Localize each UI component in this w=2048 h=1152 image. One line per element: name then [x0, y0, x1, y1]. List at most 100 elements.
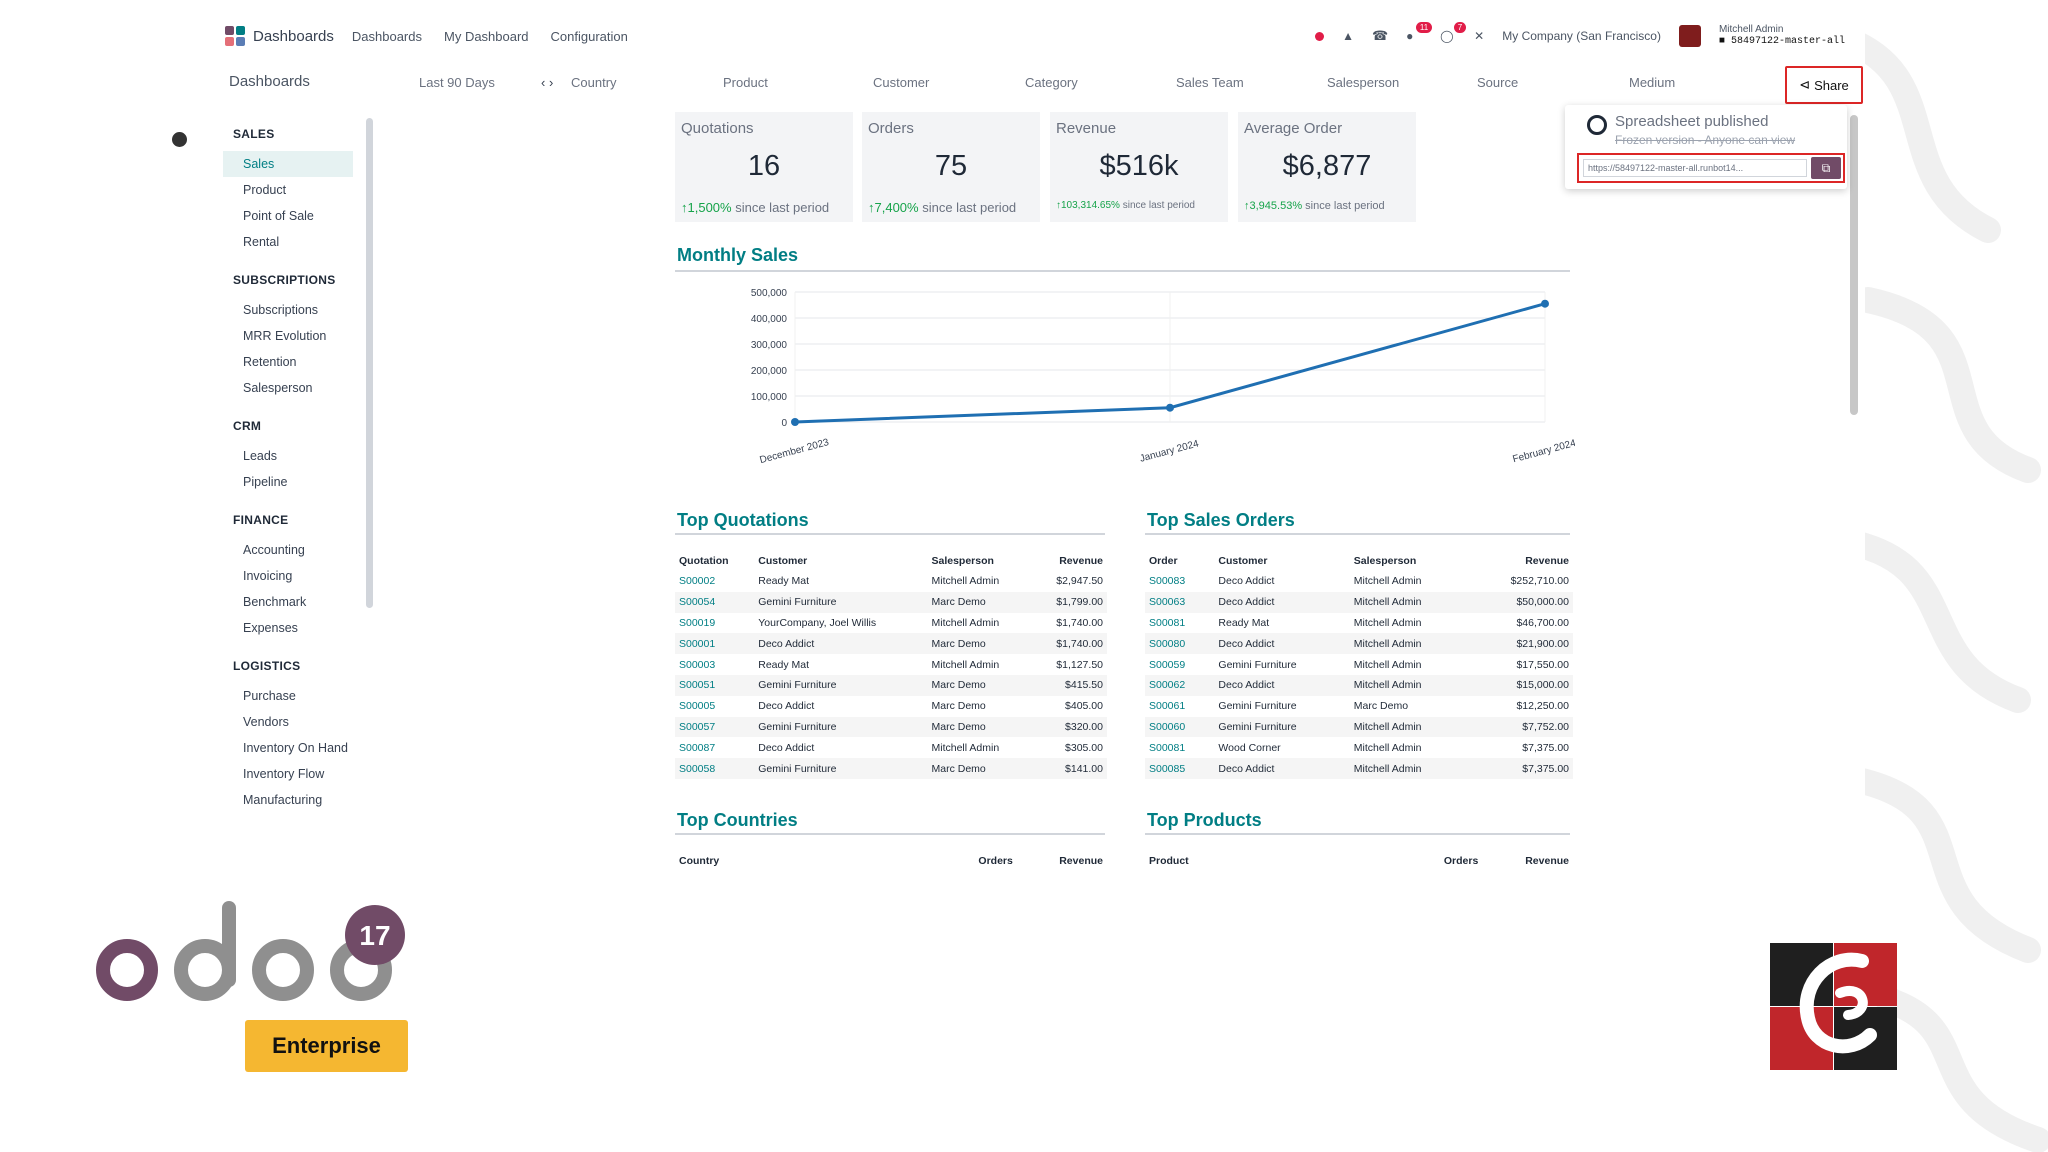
filter-country[interactable]: Country: [571, 75, 617, 90]
col-revenue[interactable]: Revenue: [1059, 855, 1103, 867]
copy-url-button[interactable]: ⧉: [1811, 157, 1841, 179]
sidebar-item-expenses[interactable]: Expenses: [243, 621, 298, 635]
menu-dashboards[interactable]: Dashboards: [351, 28, 422, 44]
lock-icon[interactable]: ▲: [1342, 29, 1354, 43]
kpi-card-revenue[interactable]: Revenue $516k ↑103,314.65% since last pe…: [1050, 112, 1228, 222]
cell-ref[interactable]: S00060: [1145, 716, 1215, 738]
company-switcher[interactable]: My Company (San Francisco): [1502, 29, 1661, 43]
col-customer[interactable]: Customer: [758, 555, 808, 567]
col-customer[interactable]: Customer: [1218, 555, 1268, 567]
sidebar-item-manufacturing[interactable]: Manufacturing: [243, 793, 323, 807]
col-quotation[interactable]: Quotation: [679, 555, 729, 567]
recording-dot-icon[interactable]: [1315, 31, 1325, 41]
share-button[interactable]: ⊲ Share: [1785, 66, 1863, 104]
filter-period-arrows-icon[interactable]: ‹ ›: [541, 75, 554, 90]
col-orders[interactable]: Orders: [978, 855, 1013, 867]
sidebar-item-salesperson[interactable]: Salesperson: [243, 381, 313, 395]
table-row[interactable]: S00057 Gemini Furniture Marc Demo $320.00: [675, 716, 1107, 738]
data-point[interactable]: [791, 418, 799, 426]
sidebar-scrollbar[interactable]: [366, 118, 373, 608]
table-row[interactable]: S00058 Gemini Furniture Marc Demo $141.00: [675, 758, 1107, 779]
table-row[interactable]: S00081 Ready Mat Mitchell Admin $46,700.00: [1145, 613, 1573, 634]
cell-ref[interactable]: S00085: [1145, 758, 1215, 779]
sidebar-item-vendors[interactable]: Vendors: [243, 715, 289, 729]
kpi-card-average-order[interactable]: Average Order $6,877 ↑3,945.53% since la…: [1238, 112, 1416, 222]
menu-my-dashboard[interactable]: My Dashboard: [444, 28, 529, 44]
cell-ref[interactable]: S00005: [679, 700, 716, 713]
app-brand[interactable]: Dashboards: [253, 27, 334, 45]
filter-category[interactable]: Category: [1025, 75, 1078, 90]
sidebar-item-product[interactable]: Product: [243, 183, 287, 197]
col-revenue[interactable]: Revenue: [1525, 555, 1569, 567]
cell-ref[interactable]: S00051: [675, 674, 755, 696]
cell-ref[interactable]: S00081: [1149, 741, 1186, 754]
sidebar-item-subscriptions[interactable]: Subscriptions: [243, 303, 319, 317]
sidebar-item-pipeline[interactable]: Pipeline: [243, 475, 288, 489]
sidebar-item-mrr-evolution[interactable]: MRR Evolution: [243, 329, 327, 343]
user-menu[interactable]: Mitchell Admin ■ 58497122-master-all: [1719, 24, 1845, 48]
discuss-icon[interactable]: ● 11: [1406, 22, 1433, 43]
user-avatar[interactable]: [1678, 25, 1701, 47]
sidebar-item-invoicing[interactable]: Invoicing: [243, 569, 293, 583]
cell-ref[interactable]: S00061: [1149, 700, 1186, 713]
apps-menu-icon[interactable]: [225, 26, 245, 46]
col-salesperson[interactable]: Salesperson: [931, 555, 994, 567]
phone-icon[interactable]: ☎: [1371, 28, 1389, 43]
activity-icon[interactable]: ◯ 7: [1440, 22, 1467, 43]
filter-product[interactable]: Product: [723, 75, 768, 90]
tools-icon[interactable]: ✕: [1474, 29, 1485, 43]
main-scrollbar[interactable]: [1850, 115, 1858, 415]
kpi-card-quotations[interactable]: Quotations 16 ↑1,500% since last period: [675, 112, 853, 222]
table-row[interactable]: S00001 Deco Addict Marc Demo $1,740.00: [675, 633, 1107, 655]
table-row[interactable]: S00005 Deco Addict Marc Demo $405.00: [675, 696, 1107, 717]
cell-ref[interactable]: S00057: [675, 716, 755, 738]
table-row[interactable]: S00087 Deco Addict Mitchell Admin $305.00: [675, 737, 1107, 758]
filter-period[interactable]: Last 90 Days: [419, 75, 495, 90]
table-row[interactable]: S00002 Ready Mat Mitchell Admin $2,947.50: [675, 571, 1107, 592]
sidebar-item-inventory-flow[interactable]: Inventory Flow: [243, 767, 325, 781]
cell-ref[interactable]: S00080: [1145, 633, 1215, 655]
col-revenue[interactable]: Revenue: [1525, 855, 1569, 867]
table-row[interactable]: S00019 YourCompany, Joel Willis Mitchell A…: [675, 613, 1107, 634]
filter-medium[interactable]: Medium: [1629, 75, 1676, 90]
col-revenue[interactable]: Revenue: [1059, 555, 1103, 567]
sidebar-item-purchase[interactable]: Purchase: [243, 689, 296, 703]
table-row[interactable]: S00081 Wood Corner Mitchell Admin $7,375.00: [1145, 737, 1573, 758]
col-order[interactable]: Order: [1149, 555, 1178, 567]
sidebar-item-inventory-on-hand[interactable]: Inventory On Hand: [243, 741, 348, 755]
table-row[interactable]: S00061 Gemini Furniture Marc Demo $12,250.0…: [1145, 696, 1573, 717]
sidebar-item-benchmark[interactable]: Benchmark: [243, 595, 307, 609]
filter-customer[interactable]: Customer: [873, 75, 930, 90]
menu-configuration[interactable]: Configuration: [550, 28, 628, 44]
table-row[interactable]: S00085 Deco Addict Mitchell Admin $7,375.00: [1145, 758, 1573, 779]
table-row[interactable]: S00080 Deco Addict Mitchell Admin $21,900.0…: [1145, 633, 1573, 655]
kpi-card-orders[interactable]: Orders 75 ↑7,400% since last period: [862, 112, 1040, 222]
cell-ref[interactable]: S00063: [1145, 591, 1215, 613]
data-point[interactable]: [1541, 299, 1549, 308]
table-row[interactable]: S00051 Gemini Furniture Marc Demo $415.50: [675, 674, 1107, 696]
sidebar-item-retention[interactable]: Retention: [243, 355, 297, 369]
cell-ref[interactable]: S00003: [679, 658, 716, 671]
cell-ref[interactable]: S00058: [675, 758, 755, 779]
col-salesperson[interactable]: Salesperson: [1353, 555, 1417, 567]
sidebar-item-point-of-sale[interactable]: Point of Sale: [243, 209, 314, 223]
sidebar-item-accounting[interactable]: Accounting: [243, 543, 305, 557]
table-row[interactable]: S00062 Deco Addict Mitchell Admin $15,000.0…: [1145, 674, 1573, 696]
filter-salesperson[interactable]: Salesperson: [1327, 75, 1400, 90]
cell-ref[interactable]: S00019: [679, 616, 716, 629]
table-row[interactable]: S00063 Deco Addict Mitchell Admin $50,000.0…: [1145, 591, 1573, 613]
table-row[interactable]: S00003 Ready Mat Mitchell Admin $1,127.50: [675, 654, 1107, 675]
cell-ref[interactable]: S00081: [1149, 616, 1186, 629]
cell-ref[interactable]: S00054: [675, 591, 755, 613]
cell-ref[interactable]: S00002: [679, 575, 716, 588]
cell-ref[interactable]: S00059: [1149, 658, 1186, 671]
cell-ref[interactable]: S00083: [1149, 575, 1186, 588]
table-row[interactable]: S00060 Gemini Furniture Mitchell Admin $7,7…: [1145, 716, 1573, 738]
sidebar-item-rental[interactable]: Rental: [243, 235, 280, 249]
share-url-field[interactable]: https://58497122-master-all.runbot14...: [1583, 159, 1807, 177]
col-orders[interactable]: Orders: [1443, 855, 1479, 867]
table-row[interactable]: S00054 Gemini Furniture Marc Demo $1,799.00: [675, 591, 1107, 613]
sidebar-item-leads[interactable]: Leads: [243, 449, 278, 463]
table-row[interactable]: S00083 Deco Addict Mitchell Admin $252,710.…: [1145, 571, 1573, 592]
filter-sales-team[interactable]: Sales Team: [1176, 75, 1244, 90]
